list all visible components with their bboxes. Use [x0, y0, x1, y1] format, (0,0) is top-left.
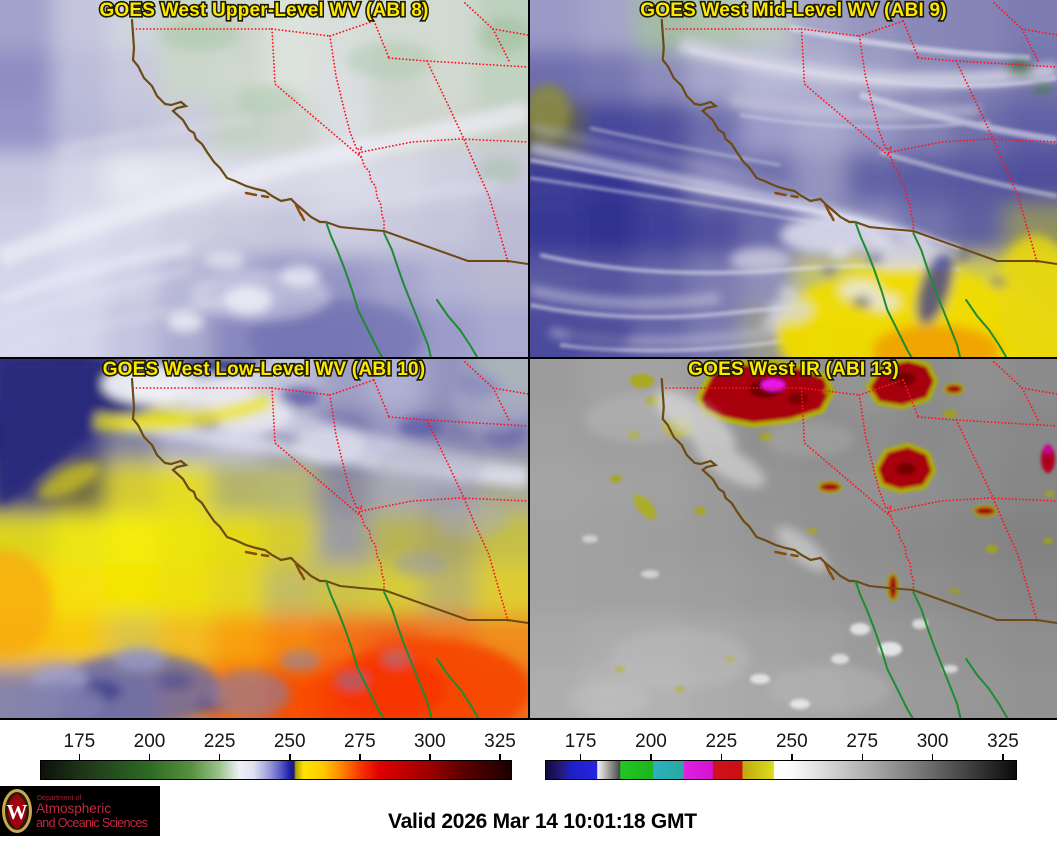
svg-text:GOES West Low-Level WV (ABI 10: GOES West Low-Level WV (ABI 10)	[103, 359, 426, 380]
svg-text:and Oceanic Sciences: and Oceanic Sciences	[36, 816, 148, 830]
svg-text:W: W	[7, 800, 28, 824]
svg-text:GOES West Upper-Level WV (ABI: GOES West Upper-Level WV (ABI 8)	[99, 0, 428, 21]
svg-text:GOES West Mid-Level WV (ABI 9): GOES West Mid-Level WV (ABI 9)	[640, 0, 947, 21]
svg-text:GOES West IR (ABI 13): GOES West IR (ABI 13)	[688, 359, 899, 380]
svg-text:Department of: Department of	[37, 795, 81, 802]
svg-text:Atmospheric: Atmospheric	[36, 801, 111, 816]
